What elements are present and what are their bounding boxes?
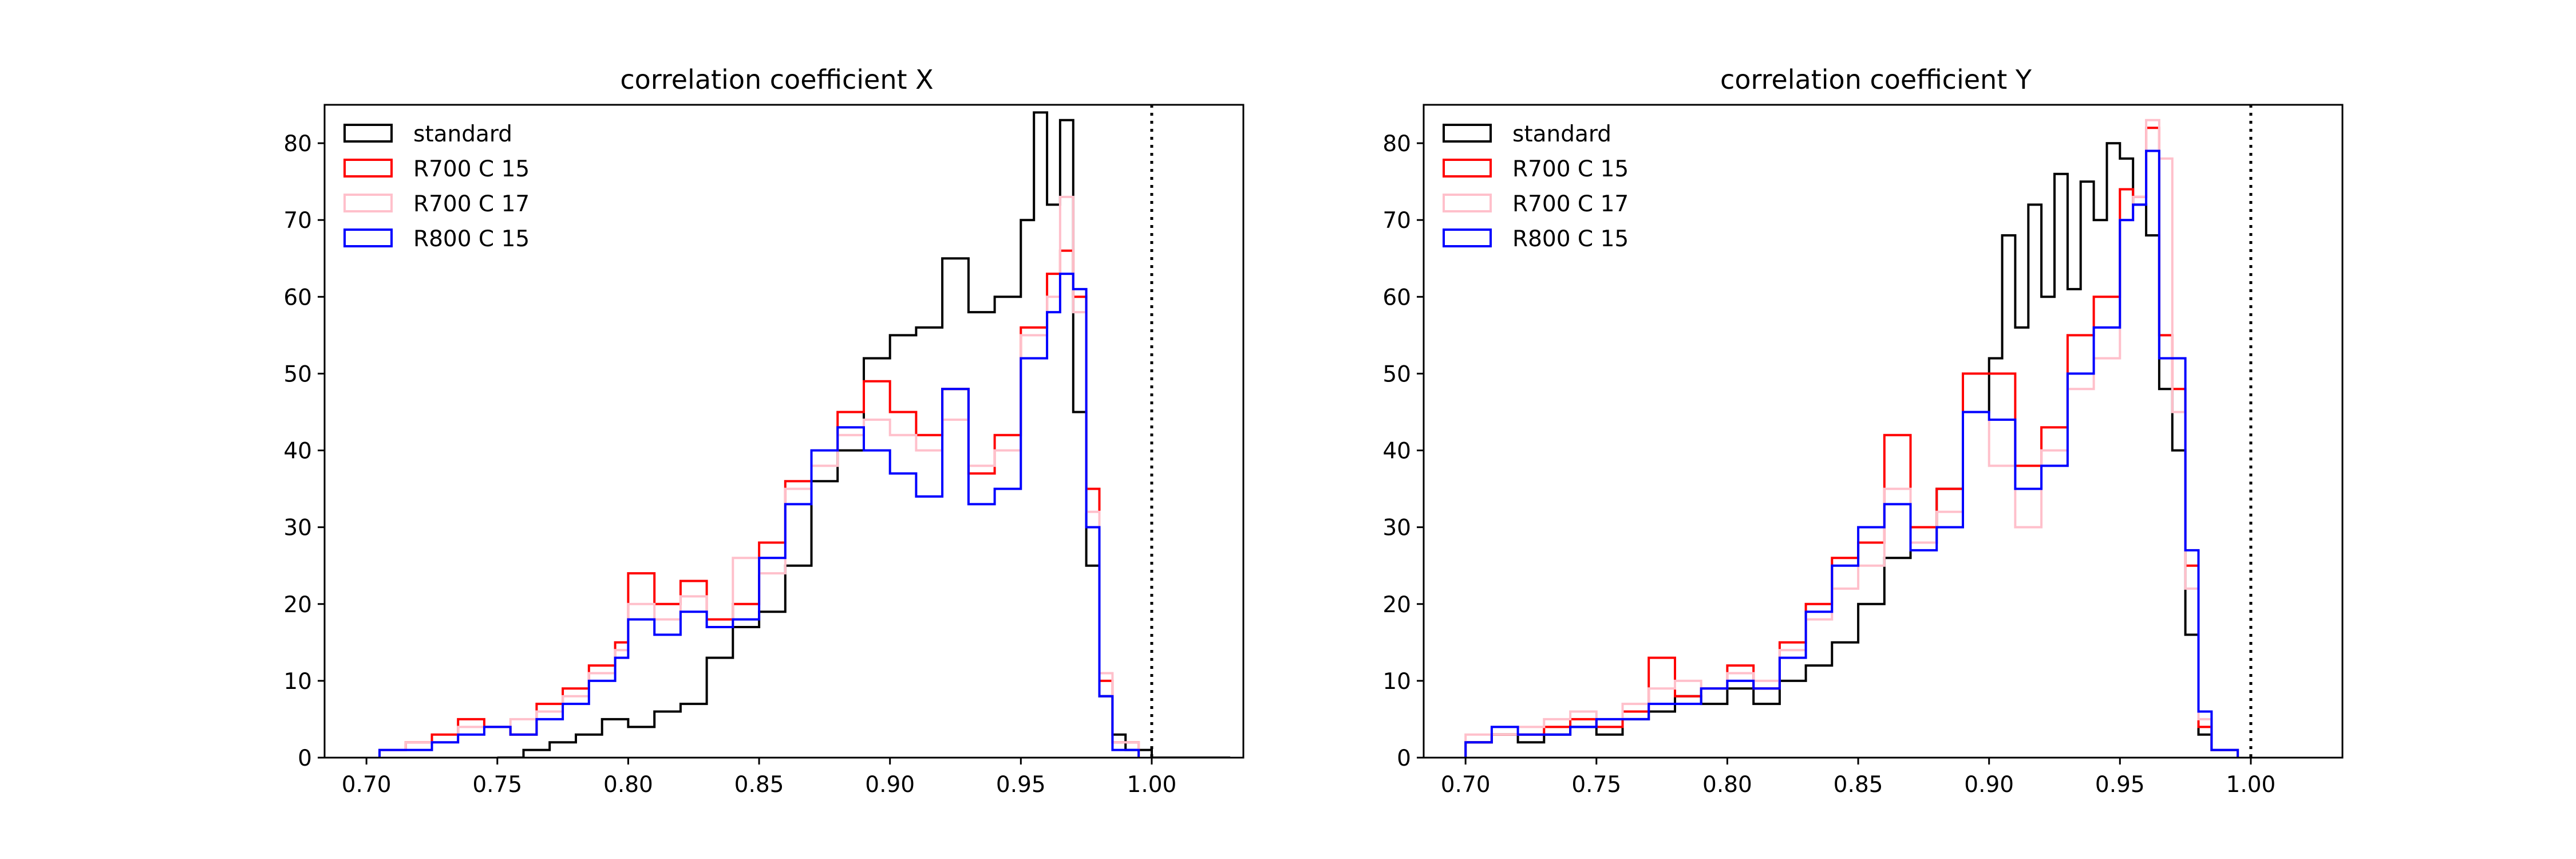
y-tick-label: 20 [283,592,312,618]
legend-label: R700 C 17 [1512,191,1629,217]
x-tick-label: 0.95 [996,772,1046,798]
plot-area-x: 0.70 0.75 0.80 0.85 0.90 0.95 1.00 0 10 20 30 40 50 6… [283,104,1244,798]
x-tick-label: 1.00 [2226,772,2276,798]
x-tick-label: 0.70 [342,772,392,798]
y-tick-label: 0 [1397,746,1411,771]
y-tick-label: 70 [1382,208,1411,234]
histogram-series-r800-c-15 [1464,149,2239,758]
y-tick-label: 60 [1382,285,1411,310]
x-tick-label: 0.70 [1441,772,1491,798]
legend-swatch [343,124,393,143]
y-tick-label: 10 [1382,669,1411,695]
y-tick-label: 60 [283,285,312,310]
x-tick-label: 0.80 [603,772,653,798]
x-tick-label: 0.75 [472,772,522,798]
x-tick-label: 0.85 [1834,772,1883,798]
histogram-panel-y: correlation coefficient Y 0.70 0.75 0.80 0.… [1382,64,2344,798]
legend-swatch [343,159,393,178]
x-tick-label: 0.75 [1571,772,1621,798]
legend: standard R700 C 15 R700 C 17 R800 C 15 [1443,121,1629,252]
legend-swatch [1443,194,1492,212]
x-tick-label: 0.90 [1964,772,2014,798]
legend-label: R700 C 17 [413,191,530,217]
legend: standard R700 C 15 R700 C 17 R800 C 15 [343,121,530,252]
y-tick-label: 20 [1382,592,1411,618]
y-tick-label: 40 [283,439,312,464]
histogram-layer [378,111,1231,758]
axes-frame [1423,104,2344,759]
legend-swatch [343,194,393,212]
y-tick-label: 40 [1382,439,1411,464]
y-tick-label: 50 [1382,361,1411,387]
chart-title: correlation coefficient Y [1720,64,2032,95]
x-tick-label: 0.80 [1702,772,1752,798]
x-tick-label: 0.95 [2095,772,2145,798]
y-tick-label: 80 [283,131,312,157]
legend-label: standard [1512,121,1611,147]
x-tick-label: 0.85 [734,772,784,798]
y-tick-label: 0 [298,746,312,771]
legend-label: R700 C 15 [1512,156,1629,182]
y-tick-label: 10 [283,669,312,695]
legend-swatch [1443,124,1492,143]
histogram-panel-x: correlation coefficient X 0.70 0.75 0.80 0.… [283,64,1244,798]
histogram-layer [1464,119,2239,758]
legend-label: R800 C 15 [1512,226,1629,252]
legend-swatch [1443,228,1492,247]
axes-frame [323,104,1244,759]
y-tick-label: 50 [283,361,312,387]
legend-label: R800 C 15 [413,226,530,252]
plot-area-y: 0.70 0.75 0.80 0.85 0.90 0.95 1.00 0 10 20 30 40 50 6… [1382,104,2344,798]
histogram-series-r800-c-15 [378,273,1140,758]
x-tick-label: 0.90 [865,772,915,798]
y-tick-label: 70 [283,208,312,234]
y-tick-label: 30 [283,515,312,541]
legend-swatch [1443,159,1492,178]
chart-title: correlation coefficient X [620,64,933,95]
y-tick-label: 30 [1382,515,1411,541]
y-tick-label: 80 [1382,131,1411,157]
x-tick-label: 1.00 [1127,772,1177,798]
legend-label: standard [413,121,512,147]
histogram-series-r700-c-17 [378,195,1140,758]
legend-label: R700 C 15 [413,156,530,182]
histogram-series-standard [497,111,1231,758]
legend-swatch [343,228,393,247]
